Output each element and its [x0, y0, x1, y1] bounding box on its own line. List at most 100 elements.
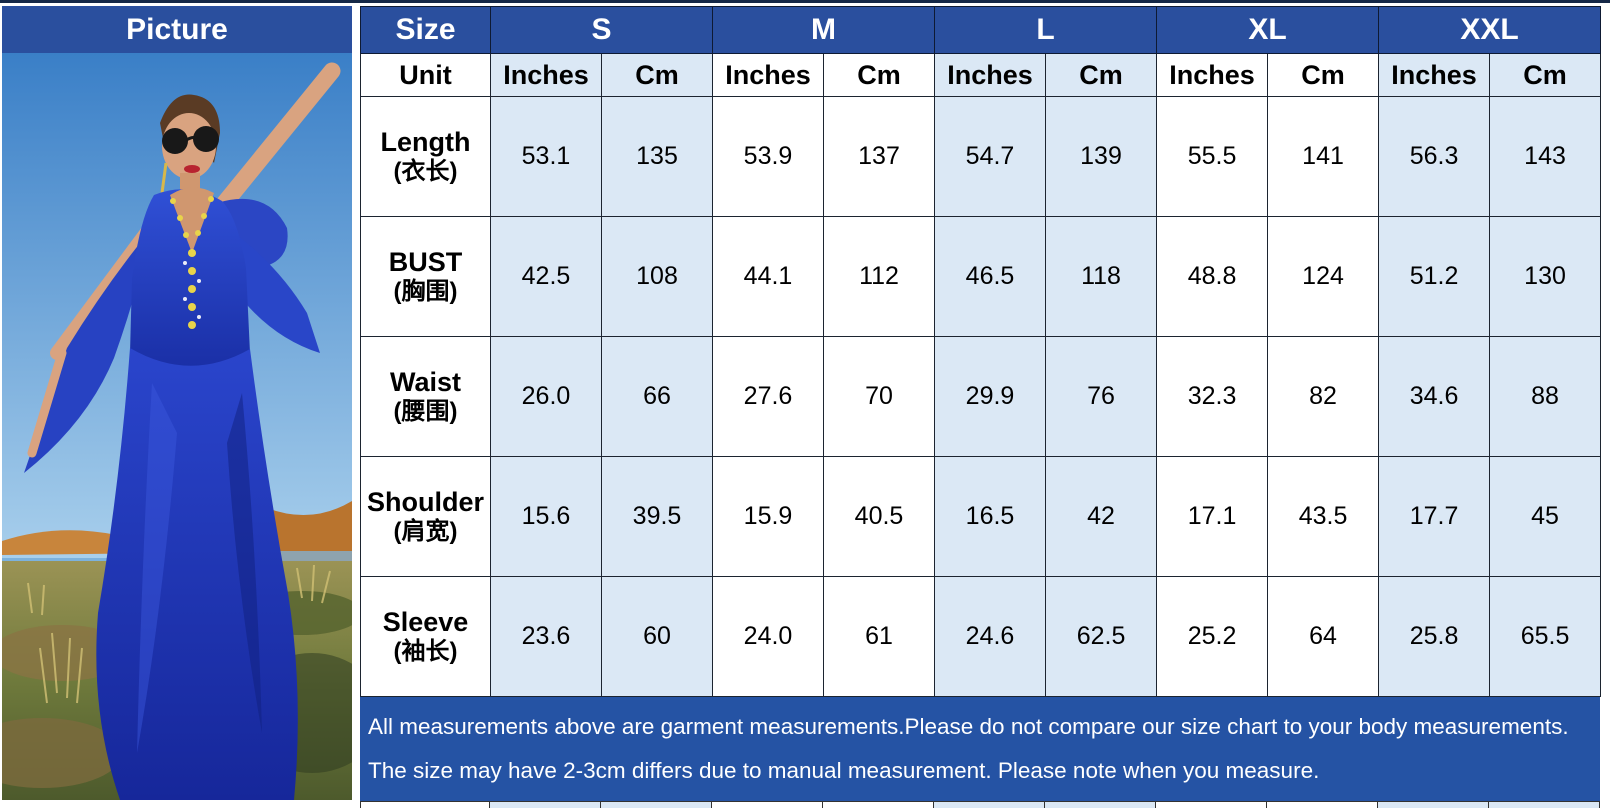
unit-xl-cm: Cm: [1267, 53, 1380, 97]
strip-cell: [490, 801, 601, 808]
row-label-zh: (衣长): [393, 158, 458, 186]
strip-cell: [934, 801, 1045, 808]
bust-m-cm: 112: [823, 216, 936, 337]
waist-s-cm: 66: [600, 336, 714, 457]
row-label-shoulder: Shoulder (肩宽): [360, 456, 491, 577]
waist-xxl-inches: 34.6: [1378, 336, 1491, 457]
length-m-inches: 53.9: [712, 96, 825, 217]
size-col-m: M: [712, 6, 936, 54]
waist-s-inches: 26.0: [490, 336, 602, 457]
unit-header-row: Unit Inches Cm Inches Cm Inches Cm Inche…: [360, 53, 1602, 97]
unit-header-cell: Unit: [360, 53, 491, 97]
unit-l-inches: Inches: [934, 53, 1047, 97]
strip-cell: [712, 801, 823, 808]
sleeve-l-cm: 62.5: [1045, 576, 1158, 697]
strip-cell: [1489, 801, 1600, 808]
shoulder-xxl-cm: 45: [1489, 456, 1602, 577]
bust-l-inches: 46.5: [934, 216, 1047, 337]
strip-cell: [601, 801, 712, 808]
shoulder-l-inches: 16.5: [934, 456, 1047, 577]
bust-s-cm: 108: [600, 216, 714, 337]
picture-panel: Picture: [2, 6, 352, 800]
table-row-shoulder: Shoulder (肩宽) 15.6 39.5 15.9 40.5 16.5 4…: [360, 456, 1602, 577]
row-label-zh: (肩宽): [393, 518, 458, 546]
product-photo-illustration: [2, 53, 352, 800]
bust-l-cm: 118: [1045, 216, 1158, 337]
shoulder-xxl-inches: 17.7: [1378, 456, 1491, 577]
shoulder-s-cm: 39.5: [600, 456, 714, 577]
size-col-xl: XL: [1156, 6, 1380, 54]
size-col-xxl: XXL: [1378, 6, 1602, 54]
sleeve-xxl-cm: 65.5: [1489, 576, 1602, 697]
picture-header: Picture: [2, 6, 352, 53]
row-label-en: Shoulder: [366, 486, 484, 517]
unit-xl-inches: Inches: [1156, 53, 1269, 97]
sleeve-s-cm: 60: [600, 576, 714, 697]
unit-xxl-cm: Cm: [1489, 53, 1602, 97]
row-label-en: Length: [380, 126, 471, 157]
table-row-sleeve: Sleeve (袖长) 23.6 60 24.0 61 24.6 62.5 25…: [360, 576, 1602, 697]
waist-xl-inches: 32.3: [1156, 336, 1269, 457]
size-col-l: L: [934, 6, 1158, 54]
table-row-length: Length (衣长) 53.1 135 53.9 137 54.7 139 5…: [360, 96, 1602, 217]
length-m-cm: 137: [823, 96, 936, 217]
size-header-cell: Size: [360, 6, 491, 54]
length-s-inches: 53.1: [490, 96, 602, 217]
sleeve-xxl-inches: 25.8: [1378, 576, 1491, 697]
bust-xxl-cm: 130: [1489, 216, 1602, 337]
unit-s-cm: Cm: [600, 53, 714, 97]
row-label-en: Sleeve: [382, 606, 469, 637]
strip-cell: [1045, 801, 1156, 808]
strip-cell: [1156, 801, 1267, 808]
row-label-bust: BUST (胸围): [360, 216, 491, 337]
length-xl-cm: 141: [1267, 96, 1380, 217]
unit-l-cm: Cm: [1045, 53, 1158, 97]
length-l-inches: 54.7: [934, 96, 1047, 217]
bottom-partial-row: [360, 801, 1600, 808]
bust-s-inches: 42.5: [490, 216, 602, 337]
table-row-waist: Waist (腰围) 26.0 66 27.6 70 29.9 76 32.3 …: [360, 336, 1602, 457]
sleeve-m-inches: 24.0: [712, 576, 825, 697]
row-label-zh: (腰围): [393, 398, 458, 426]
shoulder-xl-cm: 43.5: [1267, 456, 1380, 577]
bust-m-inches: 44.1: [712, 216, 825, 337]
unit-m-cm: Cm: [823, 53, 936, 97]
unit-s-inches: Inches: [490, 53, 602, 97]
shoulder-m-inches: 15.9: [712, 456, 825, 577]
sleeve-s-inches: 23.6: [490, 576, 602, 697]
length-l-cm: 139: [1045, 96, 1158, 217]
waist-m-inches: 27.6: [712, 336, 825, 457]
strip-cell: [1378, 801, 1489, 808]
row-label-waist: Waist (腰围): [360, 336, 491, 457]
waist-xl-cm: 82: [1267, 336, 1380, 457]
unit-xxl-inches: Inches: [1378, 53, 1491, 97]
table-row-bust: BUST (胸围) 42.5 108 44.1 112 46.5 118 48.…: [360, 216, 1602, 337]
length-s-cm: 135: [600, 96, 714, 217]
waist-m-cm: 70: [823, 336, 936, 457]
waist-l-inches: 29.9: [934, 336, 1047, 457]
sleeve-xl-cm: 64: [1267, 576, 1380, 697]
row-label-sleeve: Sleeve (袖长): [360, 576, 491, 697]
row-label-en: Waist: [389, 366, 461, 397]
bust-xl-cm: 124: [1267, 216, 1380, 337]
sleeve-l-inches: 24.6: [934, 576, 1047, 697]
shoulder-l-cm: 42: [1045, 456, 1158, 577]
length-xxl-cm: 143: [1489, 96, 1602, 217]
unit-m-inches: Inches: [712, 53, 825, 97]
strip-cell: [1267, 801, 1378, 808]
shoulder-m-cm: 40.5: [823, 456, 936, 577]
row-label-zh: (袖长): [393, 638, 458, 666]
length-xxl-inches: 56.3: [1378, 96, 1491, 217]
size-table-panel: Size S M L XL XXL Unit Inches Cm Inches …: [360, 6, 1602, 808]
note-line-2: The size may have 2-3cm differs due to m…: [368, 757, 1320, 783]
waist-xxl-cm: 88: [1489, 336, 1602, 457]
product-photo: [2, 53, 352, 800]
strip-cell: [360, 801, 490, 808]
size-col-s: S: [489, 6, 714, 54]
shoulder-xl-inches: 17.1: [1156, 456, 1269, 577]
length-xl-inches: 55.5: [1156, 96, 1269, 217]
row-label-length: Length (衣长): [360, 96, 491, 217]
note-line-1: All measurements above are garment measu…: [368, 714, 1569, 740]
bust-xl-inches: 48.8: [1156, 216, 1269, 337]
